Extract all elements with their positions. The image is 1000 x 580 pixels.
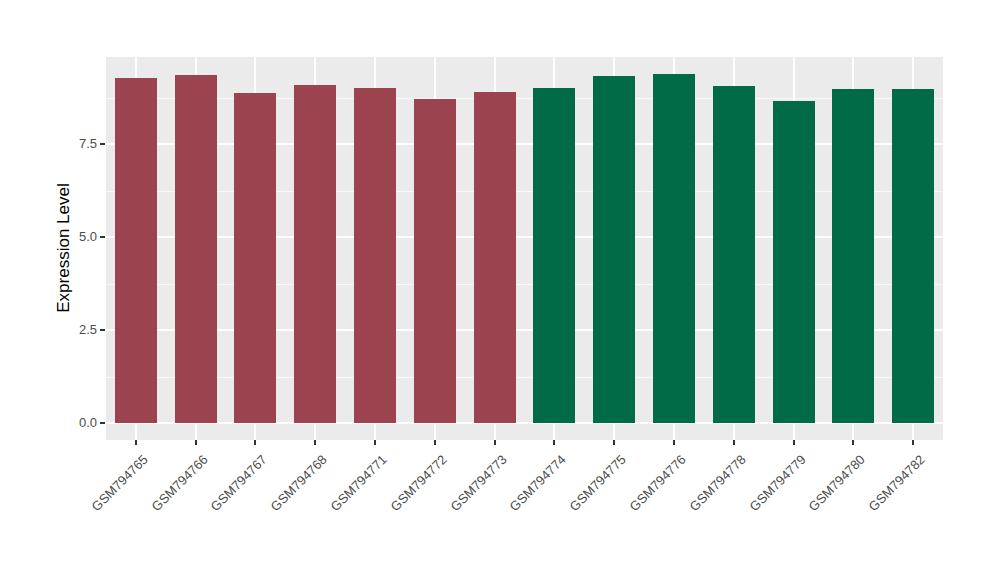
x-axis-tick (613, 440, 615, 445)
x-axis-tick-label: GSM794773 (407, 449, 512, 554)
x-axis-tick (374, 440, 376, 445)
x-axis-tick (135, 440, 137, 445)
x-axis-tick (673, 440, 675, 445)
x-axis-tick-label: GSM794782 (825, 449, 930, 554)
x-axis-tick (195, 440, 197, 445)
y-gridline-major (106, 143, 943, 145)
y-axis-tick-label: 2.5 (55, 322, 97, 338)
x-axis-tick (733, 440, 735, 445)
x-axis-tick (254, 440, 256, 445)
bar-GSM794779 (773, 101, 815, 423)
y-gridline-major (106, 236, 943, 238)
x-axis-tick (793, 440, 795, 445)
bar-GSM794765 (115, 78, 157, 423)
x-axis-tick-label: GSM794779 (706, 449, 811, 554)
y-gridline-major (106, 422, 943, 424)
x-axis-tick-label: GSM794771 (287, 449, 392, 554)
y-axis-tick (100, 422, 105, 424)
y-axis-tick-label: 0.0 (55, 415, 97, 431)
bar-GSM794782 (892, 89, 934, 423)
x-axis-tick (434, 440, 436, 445)
bar-GSM794780 (832, 89, 874, 423)
bar-GSM794773 (474, 92, 516, 423)
x-axis-tick (852, 440, 854, 445)
x-axis-tick-label: GSM794775 (526, 449, 631, 554)
bar-GSM794776 (653, 74, 695, 423)
x-axis-tick-label: GSM794778 (646, 449, 751, 554)
y-gridline-major (106, 329, 943, 331)
x-axis-tick-label: GSM794765 (48, 449, 153, 554)
x-axis-tick-label: GSM794768 (227, 449, 332, 554)
y-axis-tick (100, 329, 105, 331)
bar-GSM794768 (294, 85, 336, 423)
x-axis-tick (553, 440, 555, 445)
y-gridline-minor (106, 377, 943, 378)
expression-level-bar-chart: Expression Level 0.02.55.07.5GSM794765GS… (0, 0, 1000, 580)
bar-GSM794766 (175, 75, 217, 423)
y-gridline-minor (106, 191, 943, 192)
bar-GSM794767 (234, 93, 276, 423)
x-axis-tick (912, 440, 914, 445)
y-axis-tick (100, 236, 105, 238)
x-axis-tick (314, 440, 316, 445)
y-axis-tick-label: 5.0 (55, 229, 97, 245)
x-axis-tick-label: GSM794766 (108, 449, 213, 554)
bar-GSM794775 (593, 76, 635, 423)
y-gridline-minor (106, 284, 943, 285)
plot-panel (106, 57, 943, 440)
bar-GSM794772 (414, 99, 456, 423)
bar-GSM794778 (713, 86, 755, 423)
y-axis-tick (100, 143, 105, 145)
bar-GSM794774 (533, 88, 575, 423)
x-axis-tick-label: GSM794776 (586, 449, 691, 554)
x-axis-tick (494, 440, 496, 445)
y-gridline-minor (106, 98, 943, 99)
y-axis-title: Expression Level (54, 183, 74, 312)
x-axis-tick-label: GSM794767 (168, 449, 273, 554)
x-axis-tick-label: GSM794772 (347, 449, 452, 554)
x-axis-tick-label: GSM794774 (467, 449, 572, 554)
bar-GSM794771 (354, 88, 396, 423)
y-axis-tick-label: 7.5 (55, 136, 97, 152)
x-axis-tick-label: GSM794780 (766, 449, 871, 554)
